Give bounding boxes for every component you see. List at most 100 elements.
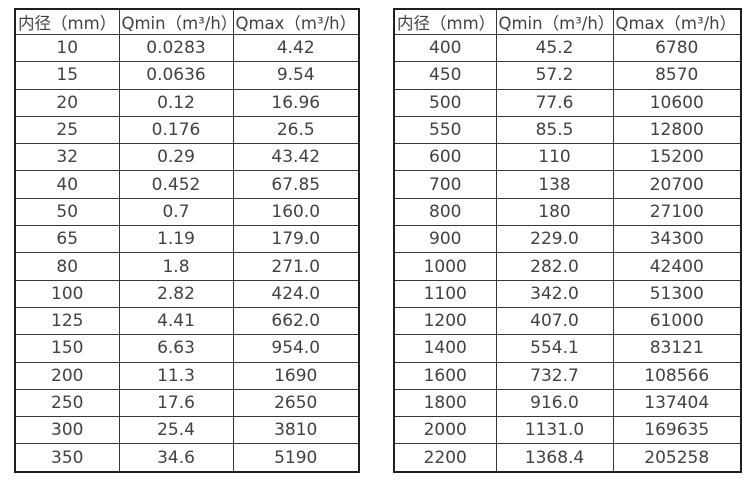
diameter-cell: 1400: [393, 334, 497, 363]
qmin-cell: 1368.4: [495, 443, 614, 473]
diameter-cell: 500: [393, 88, 497, 117]
qmax-cell: 67.85: [232, 170, 360, 199]
diameter-cell: 550: [393, 115, 497, 145]
table-row: 20 0.12 16.96: [14, 88, 360, 117]
qmin-cell: 407.0: [495, 306, 614, 336]
table-row: 700 138 20700: [393, 170, 742, 199]
qmin-cell: 11.3: [118, 361, 234, 390]
diameter-cell: 200: [14, 361, 120, 390]
qmin-cell: 77.6: [495, 88, 614, 117]
qmin-cell: 229.0: [495, 225, 614, 254]
table-row: 1800 916.0 137404: [393, 388, 742, 418]
qmax-cell: 108566: [612, 361, 742, 390]
table-row: 2000 1131.0 169635: [393, 416, 742, 445]
flow-table-large-diameter: 内径（mm） Qmin（m³/h） Qmax（m³/h） 400 45.2 6780 45…: [393, 8, 742, 473]
qmin-cell: 1.19: [118, 225, 234, 254]
table-row: 250 17.6 2650: [14, 388, 360, 418]
diameter-cell: 25: [14, 115, 120, 145]
qmax-cell: 83121: [612, 334, 742, 363]
qmin-cell: 554.1: [495, 334, 614, 363]
qmax-cell: 1690: [232, 361, 360, 390]
diameter-cell: 80: [14, 252, 120, 281]
qmin-cell: 34.6: [118, 443, 234, 473]
qmin-cell: 0.0283: [118, 33, 234, 63]
diameter-cell: 250: [14, 388, 120, 418]
diameter-cell: 125: [14, 306, 120, 336]
diameter-cell: 100: [14, 279, 120, 308]
qmin-cell: 1.8: [118, 252, 234, 281]
table-row: 80 1.8 271.0: [14, 252, 360, 281]
qmax-cell: 12800: [612, 115, 742, 145]
qmin-cell: 138: [495, 170, 614, 199]
table-row: 65 1.19 179.0: [14, 225, 360, 254]
qmax-cell: 169635: [612, 416, 742, 445]
qmax-cell: 4.42: [232, 33, 360, 63]
table-row: 400 45.2 6780: [393, 33, 742, 63]
qmax-cell: 43.42: [232, 143, 360, 172]
diameter-cell: 40: [14, 170, 120, 199]
qmin-cell: 1131.0: [495, 416, 614, 445]
table-row: 125 4.41 662.0: [14, 306, 360, 336]
column-header-qmax: Qmax（m³/h）: [232, 8, 360, 35]
diameter-cell: 150: [14, 334, 120, 363]
table-row: 1200 407.0 61000: [393, 306, 742, 336]
qmax-cell: 20700: [612, 170, 742, 199]
diameter-cell: 300: [14, 416, 120, 445]
qmax-cell: 205258: [612, 443, 742, 473]
diameter-cell: 1000: [393, 252, 497, 281]
diameter-cell: 1100: [393, 279, 497, 308]
qmin-cell: 17.6: [118, 388, 234, 418]
table-row: 32 0.29 43.42: [14, 143, 360, 172]
qmax-cell: 34300: [612, 225, 742, 254]
table-row: 10 0.0283 4.42: [14, 33, 360, 63]
diameter-cell: 32: [14, 143, 120, 172]
diameter-cell: 1800: [393, 388, 497, 418]
qmax-cell: 137404: [612, 388, 742, 418]
qmax-cell: 27100: [612, 197, 742, 227]
qmin-cell: 0.176: [118, 115, 234, 145]
qmax-cell: 179.0: [232, 225, 360, 254]
table-row: 600 110 15200: [393, 143, 742, 172]
diameter-cell: 400: [393, 33, 497, 63]
table-row: 1600 732.7 108566: [393, 361, 742, 390]
qmax-cell: 9.54: [232, 61, 360, 90]
column-header-diameter: 内径（mm）: [14, 8, 120, 35]
qmax-cell: 160.0: [232, 197, 360, 227]
diameter-cell: 450: [393, 61, 497, 90]
column-header-qmin: Qmin（m³/h）: [118, 8, 234, 35]
table-row: 1100 342.0 51300: [393, 279, 742, 308]
qmin-cell: 2.82: [118, 279, 234, 308]
column-header-diameter: 内径（mm）: [393, 8, 497, 35]
qmin-cell: 0.7: [118, 197, 234, 227]
table-row: 550 85.5 12800: [393, 115, 742, 145]
diameter-cell: 800: [393, 197, 497, 227]
diameter-cell: 15: [14, 61, 120, 90]
table-row: 50 0.7 160.0: [14, 197, 360, 227]
qmax-cell: 15200: [612, 143, 742, 172]
qmax-cell: 6780: [612, 33, 742, 63]
table-row: 450 57.2 8570: [393, 61, 742, 90]
qmin-cell: 110: [495, 143, 614, 172]
qmin-cell: 342.0: [495, 279, 614, 308]
table-row: 800 180 27100: [393, 197, 742, 227]
table-row: 25 0.176 26.5: [14, 115, 360, 145]
qmin-cell: 4.41: [118, 306, 234, 336]
qmax-cell: 10600: [612, 88, 742, 117]
diameter-cell: 1600: [393, 361, 497, 390]
qmin-cell: 732.7: [495, 361, 614, 390]
flow-table-small-diameter: 内径（mm） Qmin（m³/h） Qmax（m³/h） 10 0.0283 4.42 1…: [14, 8, 360, 473]
table-row: 350 34.6 5190: [14, 443, 360, 473]
qmin-cell: 0.12: [118, 88, 234, 117]
table-row: 100 2.82 424.0: [14, 279, 360, 308]
qmax-cell: 662.0: [232, 306, 360, 336]
qmax-cell: 42400: [612, 252, 742, 281]
diameter-cell: 900: [393, 225, 497, 254]
table-row: 1400 554.1 83121: [393, 334, 742, 363]
qmin-cell: 45.2: [495, 33, 614, 63]
header-row: 内径（mm） Qmin（m³/h） Qmax（m³/h）: [393, 8, 742, 35]
diameter-cell: 350: [14, 443, 120, 473]
qmax-cell: 3810: [232, 416, 360, 445]
diameter-cell: 1200: [393, 306, 497, 336]
diameter-cell: 600: [393, 143, 497, 172]
